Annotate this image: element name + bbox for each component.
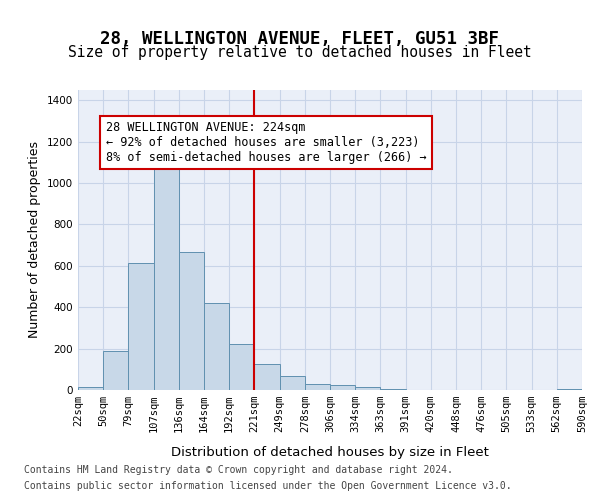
Bar (229, 344, 254, 390)
Bar (355, 387, 380, 390)
Text: Contains public sector information licensed under the Open Government Licence v3: Contains public sector information licen… (24, 481, 512, 491)
X-axis label: Distribution of detached houses by size in Fleet: Distribution of detached houses by size … (171, 446, 489, 459)
Bar (154, 162, 179, 390)
Bar (204, 303, 229, 390)
Text: 28 WELLINGTON AVENUE: 224sqm
← 92% of detached houses are smaller (3,223)
8% of : 28 WELLINGTON AVENUE: 224sqm ← 92% of de… (106, 121, 427, 164)
Y-axis label: Number of detached properties: Number of detached properties (28, 142, 41, 338)
Bar (280, 376, 305, 390)
Bar (557, 389, 582, 390)
Bar (103, 350, 128, 390)
Bar (330, 385, 355, 390)
Text: Size of property relative to detached houses in Fleet: Size of property relative to detached ho… (68, 45, 532, 60)
Bar (179, 252, 204, 390)
Bar (254, 364, 280, 390)
Text: Contains HM Land Registry data © Crown copyright and database right 2024.: Contains HM Land Registry data © Crown c… (24, 465, 453, 475)
Bar (128, 263, 154, 390)
Bar (305, 384, 330, 390)
Text: 28, WELLINGTON AVENUE, FLEET, GU51 3BF: 28, WELLINGTON AVENUE, FLEET, GU51 3BF (101, 30, 499, 48)
Bar (380, 389, 406, 390)
Bar (78, 387, 103, 390)
